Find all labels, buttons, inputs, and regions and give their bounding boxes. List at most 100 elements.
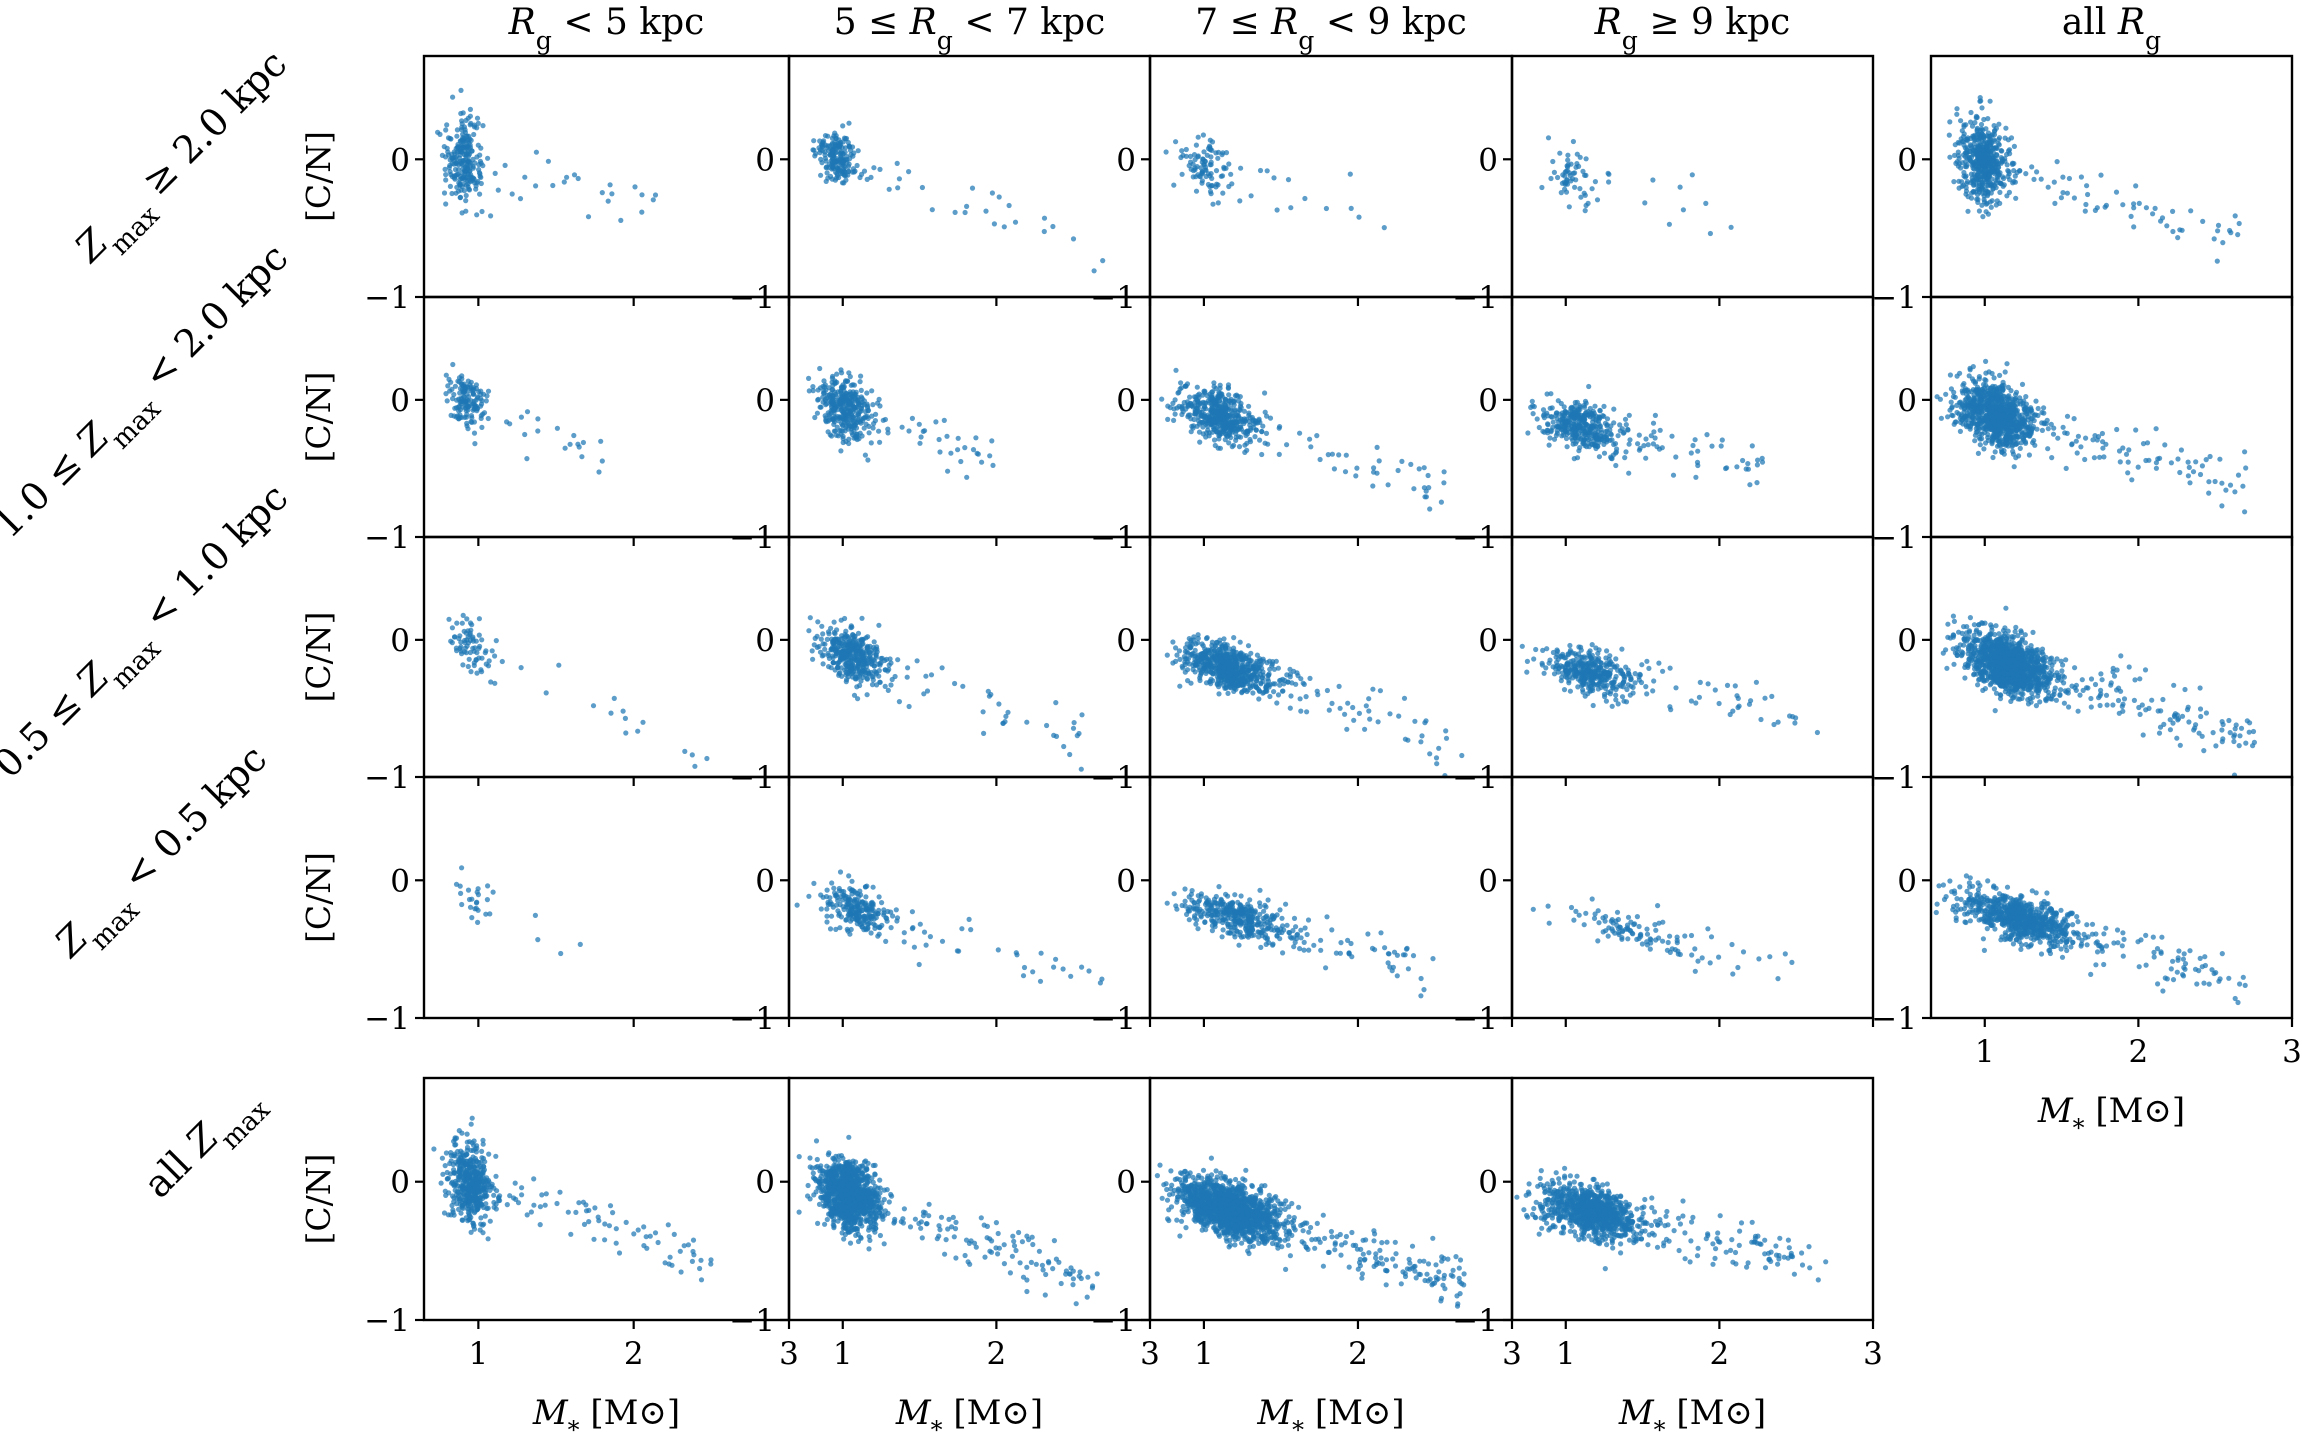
data-point	[564, 174, 570, 180]
data-point	[1689, 172, 1695, 178]
data-point	[1401, 695, 1408, 701]
panel-2-2-points	[1164, 632, 1465, 779]
data-point	[1612, 441, 1619, 447]
data-point	[454, 133, 460, 139]
data-point	[1214, 420, 1220, 426]
data-point	[833, 169, 839, 175]
data-point	[2212, 478, 2218, 485]
panel-2-0-points	[446, 612, 710, 769]
data-point	[1709, 443, 1715, 449]
data-point	[1970, 189, 1977, 195]
data-point	[861, 668, 867, 675]
data-point	[1574, 399, 1580, 405]
data-point	[2060, 424, 2066, 430]
data-point	[829, 433, 835, 439]
data-point	[2074, 450, 2080, 456]
data-point	[455, 167, 462, 173]
data-point	[1362, 726, 1368, 732]
data-point	[1973, 115, 1979, 121]
data-point	[2011, 464, 2017, 470]
data-point	[1303, 694, 1309, 700]
data-point	[859, 615, 865, 621]
data-point	[1159, 396, 1165, 402]
data-point	[468, 669, 474, 675]
data-point	[928, 672, 935, 678]
data-point	[990, 462, 996, 468]
data-point	[458, 110, 464, 117]
data-point	[1257, 167, 1264, 174]
data-point	[2185, 473, 2191, 479]
data-point	[1354, 465, 1360, 471]
data-point	[989, 190, 996, 196]
data-point	[828, 646, 835, 652]
data-point	[447, 135, 453, 142]
data-point	[2006, 393, 2012, 399]
data-point	[1216, 684, 1222, 690]
data-point	[1302, 195, 1308, 202]
data-point	[499, 658, 505, 665]
data-point	[485, 415, 491, 422]
data-point	[1274, 700, 1280, 706]
data-point	[1314, 688, 1320, 694]
data-point	[2185, 459, 2191, 465]
data-point	[846, 440, 852, 447]
data-point	[460, 383, 466, 389]
data-point	[1259, 428, 1265, 435]
data-point	[1956, 160, 1962, 167]
data-point	[1203, 648, 1209, 654]
data-point	[833, 133, 839, 139]
data-point	[1174, 652, 1180, 658]
data-point	[854, 162, 860, 169]
data-point	[1998, 181, 2004, 187]
data-point	[1187, 645, 1193, 651]
data-point	[1260, 678, 1266, 685]
data-point	[1427, 506, 1433, 512]
data-point	[1967, 424, 1973, 430]
data-point	[1959, 138, 1965, 144]
data-point	[1954, 373, 1960, 379]
data-point	[1325, 452, 1331, 458]
data-point	[1613, 450, 1619, 456]
data-point	[1210, 671, 1216, 677]
data-point	[846, 641, 852, 648]
data-point	[1197, 174, 1203, 180]
data-point	[1562, 180, 1569, 186]
data-point	[562, 445, 568, 451]
data-point	[1562, 169, 1568, 175]
data-point	[1987, 98, 1993, 104]
data-point	[834, 645, 841, 651]
data-point	[1974, 176, 1980, 182]
data-point	[2099, 430, 2105, 437]
data-point	[838, 617, 844, 623]
data-point	[2041, 420, 2047, 426]
data-point	[1993, 202, 1999, 208]
data-point	[1221, 664, 1227, 670]
data-point	[2217, 456, 2223, 462]
data-point	[576, 444, 582, 450]
data-point	[916, 421, 922, 427]
data-point	[2071, 195, 2077, 201]
data-point	[2125, 459, 2131, 465]
data-point	[1986, 172, 1993, 178]
data-point	[2178, 447, 2184, 453]
data-point	[1643, 436, 1649, 442]
data-point	[1651, 429, 1657, 435]
data-point	[826, 148, 832, 154]
data-point	[896, 176, 903, 182]
data-point	[2008, 135, 2015, 141]
data-point	[2120, 202, 2126, 208]
data-point	[1053, 733, 1060, 740]
data-point	[1190, 161, 1196, 167]
data-point	[1236, 444, 1243, 450]
data-point	[1562, 186, 1568, 192]
data-point	[964, 203, 970, 209]
data-point	[1164, 652, 1170, 658]
data-point	[1165, 403, 1171, 409]
data-point	[2048, 421, 2054, 427]
data-point	[1970, 409, 1976, 415]
data-point	[459, 376, 465, 382]
data-point	[830, 373, 836, 379]
data-point	[1947, 154, 1953, 160]
data-point	[869, 388, 875, 394]
data-point	[1192, 662, 1198, 668]
